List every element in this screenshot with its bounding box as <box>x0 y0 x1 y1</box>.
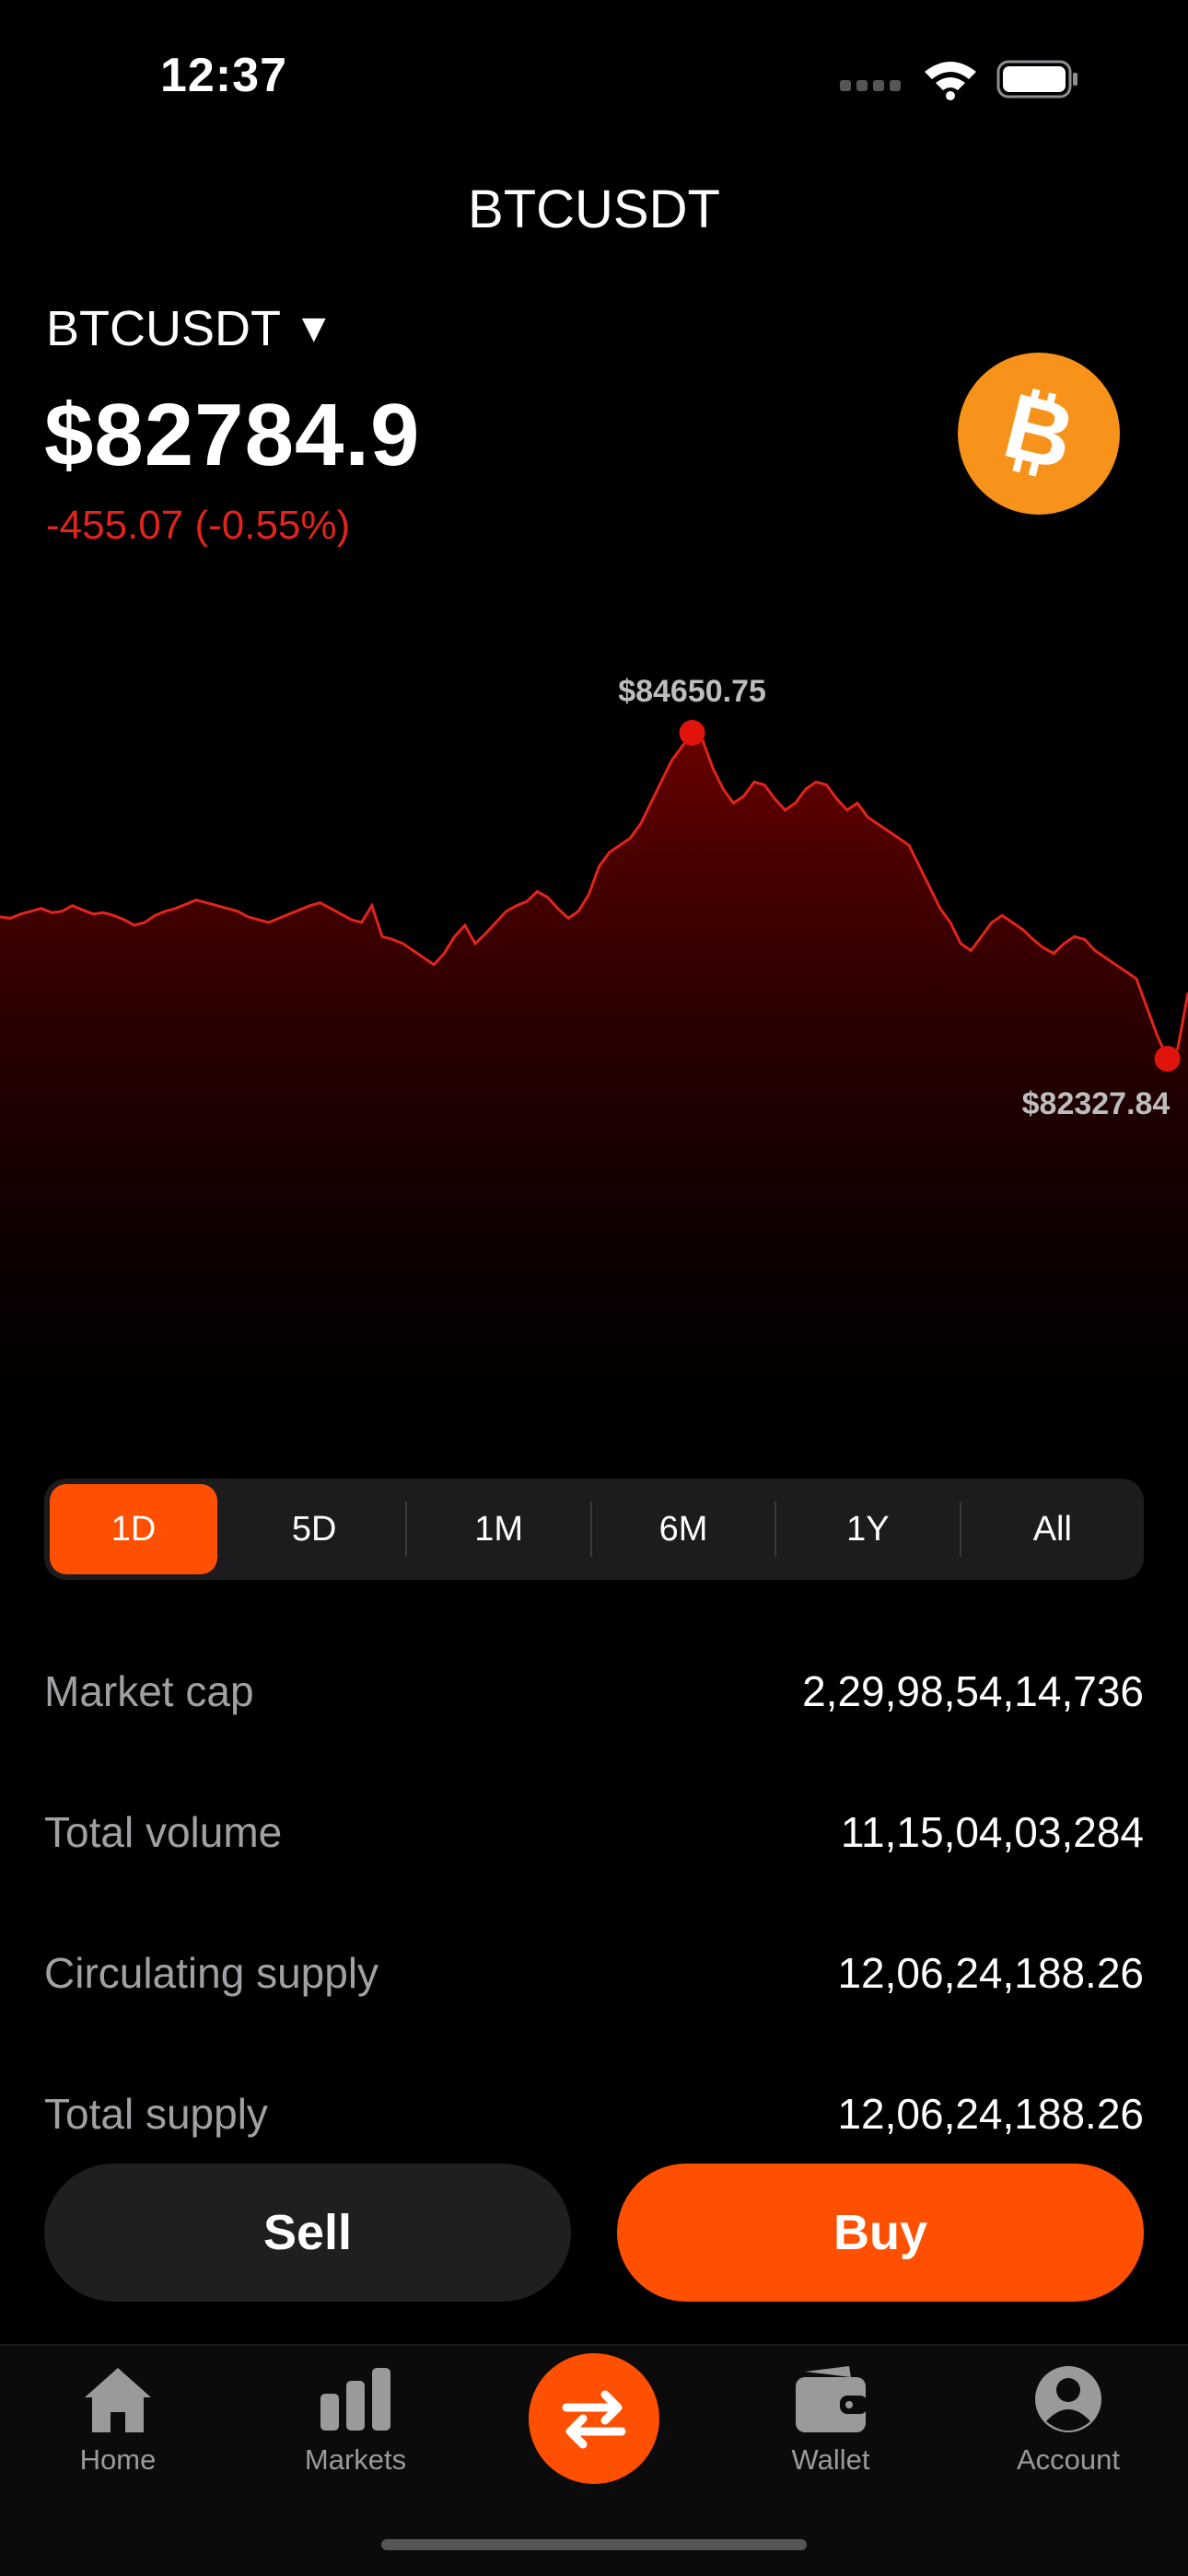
chart-high-point <box>679 720 705 746</box>
tab-label: Wallet <box>791 2443 870 2476</box>
account-icon <box>1035 2366 1101 2432</box>
stat-label: Circulating supply <box>44 1949 379 1997</box>
tab-wallet[interactable]: Wallet <box>739 2362 923 2477</box>
divider <box>959 1502 961 1557</box>
chart-series-line <box>0 730 1188 1062</box>
stat-label: Total supply <box>44 2090 268 2138</box>
price-chart[interactable]: $84650.75 $82327.84 <box>0 644 1188 1436</box>
divider <box>589 1502 592 1557</box>
wifi-icon <box>925 62 976 100</box>
bitcoin-icon: B <box>958 353 1120 515</box>
home-indicator <box>381 2539 807 2550</box>
bar-chart-icon <box>320 2368 390 2431</box>
range-5d[interactable]: 5D <box>291 1509 337 1549</box>
stat-row-market-cap: Market cap 2,29,98,54,14,736 <box>44 1666 1144 1716</box>
stat-row-circulating-supply: Circulating supply 12,06,24,188.26 <box>44 1948 1144 1998</box>
swap-icon <box>562 2390 626 2449</box>
divider <box>405 1502 408 1557</box>
range-all[interactable]: All <box>1032 1509 1072 1549</box>
range-6m[interactable]: 6M <box>658 1509 708 1549</box>
chart-high-label: $84650.75 <box>618 674 766 709</box>
cellular-signal-icon <box>840 79 906 94</box>
pair-label: BTCUSDT <box>46 301 281 356</box>
tab-label: Account <box>1016 2443 1120 2476</box>
svg-text:B: B <box>995 378 1084 489</box>
range-1d[interactable]: 1D <box>50 1484 217 1574</box>
caret-down-icon: ▼ <box>294 306 334 351</box>
stat-label: Total volume <box>44 1808 283 1856</box>
tab-label: Home <box>79 2443 157 2476</box>
tab-label: Markets <box>304 2443 407 2476</box>
stat-value: 12,06,24,188.26 <box>837 1949 1144 1997</box>
swap-button[interactable] <box>529 2353 659 2484</box>
stat-row-total-volume: Total volume 11,15,04,03,284 <box>44 1807 1144 1857</box>
pair-selector[interactable]: BTCUSDT ▼ <box>46 300 334 357</box>
stat-label: Market cap <box>44 1667 254 1715</box>
status-time: 12:37 <box>160 49 287 102</box>
stat-value: 2,29,98,54,14,736 <box>802 1667 1144 1715</box>
buy-button[interactable]: Buy <box>617 2164 1144 2302</box>
range-1m[interactable]: 1M <box>474 1509 523 1549</box>
chart-area-fill <box>0 733 1188 1436</box>
tab-home[interactable]: Home <box>26 2362 210 2477</box>
home-icon <box>85 2368 151 2432</box>
tab-account[interactable]: Account <box>976 2362 1160 2477</box>
range-selector: 1D 5D 1M 6M 1Y All <box>44 1479 1144 1580</box>
tab-markets[interactable]: Markets <box>263 2362 448 2477</box>
chart-low-label: $82327.84 <box>1022 1086 1171 1121</box>
divider <box>775 1502 777 1557</box>
price-change: -455.07 (-0.55%) <box>46 503 351 548</box>
range-1y[interactable]: 1Y <box>846 1509 890 1549</box>
stat-value: 11,15,04,03,284 <box>840 1808 1144 1856</box>
chart-low-point <box>1154 1046 1181 1072</box>
battery-icon <box>996 60 1077 99</box>
stat-value: 12,06,24,188.26 <box>837 2090 1144 2138</box>
current-price: $82784.9 <box>44 386 421 484</box>
wallet-icon <box>796 2366 868 2432</box>
page-title: BTCUSDT <box>468 180 720 239</box>
sell-button[interactable]: Sell <box>44 2164 571 2302</box>
stat-row-total-supply: Total supply 12,06,24,188.26 <box>44 2089 1144 2139</box>
